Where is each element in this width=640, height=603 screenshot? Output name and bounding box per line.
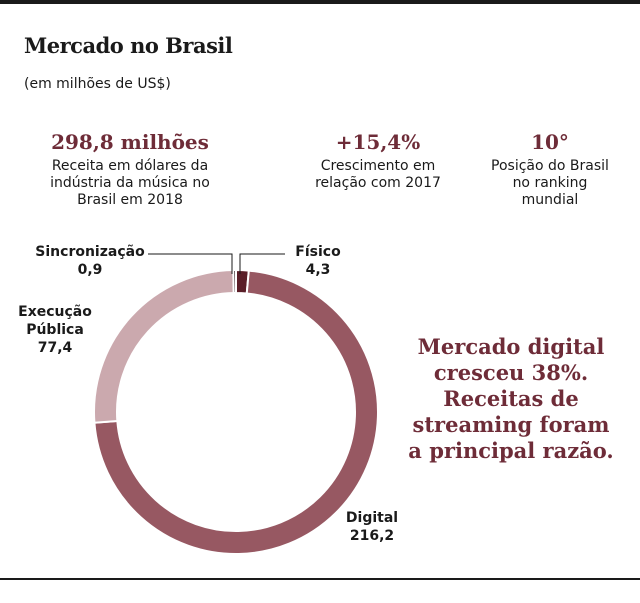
stat-ranking-desc-line: Posição do Brasil bbox=[491, 158, 609, 174]
digital-market-note: Mercado digital cresceu 38%. Receitas de… bbox=[396, 334, 626, 464]
slice-value: 216,2 bbox=[350, 528, 394, 544]
stat-growth-desc: Crescimento em relação com 2017 bbox=[288, 158, 468, 192]
stat-revenue-value: 298,8 milhões bbox=[51, 130, 209, 154]
stat-growth-value: +15,4% bbox=[335, 130, 421, 154]
stat-revenue: 298,8 milhões Receita em dólares da indú… bbox=[30, 130, 230, 209]
donut-slice bbox=[93, 269, 379, 555]
stat-ranking-desc: Posição do Brasil no ranking mundial bbox=[460, 158, 640, 209]
note-line: Mercado digital bbox=[417, 334, 605, 359]
stat-ranking-desc-line: no ranking bbox=[512, 175, 588, 191]
stat-revenue-desc-line: Brasil em 2018 bbox=[77, 192, 183, 208]
slice-leader-line bbox=[148, 253, 233, 274]
slice-label: Pública bbox=[26, 322, 84, 338]
donut-chart: Físico 4,3 Digital 216,2 Execução Pública 77,4… bbox=[18, 244, 398, 555]
slice-value: 0,9 bbox=[78, 262, 103, 278]
stat-ranking-value: 10° bbox=[531, 130, 569, 154]
stat-revenue-desc-line: Receita em dólares da bbox=[51, 158, 209, 174]
chart-subtitle: (em milhões de US$) bbox=[24, 76, 171, 92]
slice-leader-line bbox=[239, 253, 285, 274]
bottom-rule bbox=[0, 578, 640, 580]
chart-title: Mercado no Brasil bbox=[24, 33, 233, 58]
note-line: streaming foram bbox=[412, 412, 610, 437]
slice-value: 77,4 bbox=[38, 340, 73, 356]
slice-label: Execução bbox=[18, 304, 92, 320]
top-rule bbox=[0, 0, 640, 4]
donut-slice bbox=[232, 268, 237, 295]
stat-revenue-desc-line: indústria da música no bbox=[50, 175, 210, 191]
stat-growth: +15,4% Crescimento em relação com 2017 bbox=[288, 130, 468, 192]
stat-revenue-desc: Receita em dólares da indústria da músic… bbox=[30, 158, 230, 209]
stat-ranking-desc-line: mundial bbox=[521, 192, 579, 208]
slice-label: Físico bbox=[295, 244, 341, 260]
stat-growth-desc-line: relação com 2017 bbox=[315, 175, 441, 191]
note-line: cresceu 38%. bbox=[433, 360, 589, 385]
note-line: a principal razão. bbox=[408, 438, 614, 463]
stat-growth-desc-line: Crescimento em bbox=[320, 158, 436, 174]
donut-slice bbox=[93, 269, 235, 424]
note-line: Receitas de bbox=[443, 386, 579, 411]
slice-value: 4,3 bbox=[306, 262, 331, 278]
slice-label: Sincronização bbox=[35, 244, 145, 260]
slice-label: Digital bbox=[346, 510, 398, 526]
stat-ranking: 10° Posição do Brasil no ranking mundial bbox=[460, 130, 640, 209]
